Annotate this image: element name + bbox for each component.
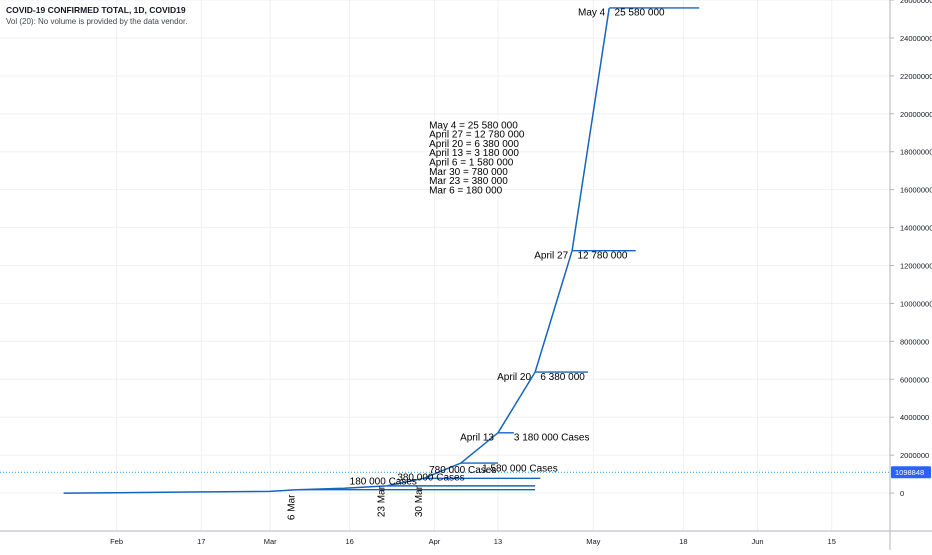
- volume-note: Vol (20): No volume is provided by the d…: [6, 17, 188, 26]
- summary-note-line: Mar 6 = 180 000: [429, 185, 503, 196]
- summary-note-line: Mar 30 = 780 000: [429, 167, 508, 178]
- summary-note-line: April 20 = 6 380 000: [429, 139, 519, 150]
- date-label: April 13: [460, 433, 494, 444]
- marker-value-label: 180 000 Cases: [350, 477, 417, 488]
- x-tick-label: Mar: [264, 537, 277, 546]
- grid-lines: [0, 0, 890, 531]
- y-tick-label: 12000000: [900, 262, 932, 271]
- x-tick-label: 13: [494, 537, 502, 546]
- y-tick-label: 16000000: [900, 186, 932, 195]
- y-tick-label: 4000000: [900, 413, 929, 422]
- y-tick-label: 24000000: [900, 34, 932, 43]
- marker-value-label: 12 780 000: [577, 250, 627, 261]
- date-label: April 27: [534, 250, 568, 261]
- case-markers: [0, 7, 890, 491]
- x-tick-label: Apr: [429, 537, 441, 546]
- series-line: [63, 7, 610, 494]
- chart-header: COVID-19 CONFIRMED TOTAL, 1D, COVID19 Vo…: [6, 4, 187, 28]
- y-tick-label: 26000000: [900, 0, 932, 5]
- marker-value-label: 780 000 Cases: [429, 465, 496, 476]
- x-tick-label: 15: [828, 537, 836, 546]
- x-tick-label: 18: [679, 537, 687, 546]
- marker-value-label: 380 000 Cases: [397, 473, 464, 484]
- y-tick-label: 10000000: [900, 299, 932, 308]
- chart-symbol-title: COVID-19 CONFIRMED TOTAL, 1D, COVID19: [6, 5, 186, 15]
- x-tick-label: May: [586, 537, 600, 546]
- y-tick-label: 22000000: [900, 72, 932, 81]
- x-tick-label: 16: [345, 537, 353, 546]
- vertical-date-label: 23 Mar: [377, 485, 388, 517]
- summary-note-line: Mar 23 = 380 000: [429, 176, 508, 187]
- y-tick-label: 20000000: [900, 110, 932, 119]
- y-tick-label: 14000000: [900, 224, 932, 233]
- marker-value-label: 3 180 000 Cases: [514, 433, 590, 444]
- x-tick-label: Feb: [110, 537, 123, 546]
- y-tick-label: 18000000: [900, 148, 932, 157]
- last-value-label: 1098848: [895, 468, 924, 477]
- series-lines: [63, 7, 610, 494]
- x-tick-label: 17: [197, 537, 205, 546]
- y-tick-label: 2000000: [900, 451, 929, 460]
- date-label: April 20: [497, 372, 531, 383]
- summary-note-line: April 27 = 12 780 000: [429, 130, 525, 141]
- summary-note-line: April 13 = 3 180 000: [429, 148, 519, 159]
- vertical-date-label: 30 Mar: [414, 485, 425, 517]
- vertical-date-label: 6 Mar: [287, 494, 298, 520]
- marker-value-label: 1 580 000 Cases: [482, 463, 558, 474]
- x-tick-label: Jun: [752, 537, 764, 546]
- y-tick-label: 6000000: [900, 375, 929, 384]
- last-value-badge: 1098848: [891, 466, 931, 479]
- summary-note-line: May 4 = 25 580 000: [429, 120, 518, 131]
- marker-value-label: 6 380 000: [540, 372, 585, 383]
- summary-note-line: April 6 = 1 580 000: [429, 158, 514, 169]
- y-tick-label: 8000000: [900, 337, 929, 346]
- marker-value-label: 25 580 000: [615, 8, 665, 19]
- last-value-badge-bg: [891, 466, 931, 479]
- y-tick-label: 0: [900, 489, 904, 498]
- date-label: May 4: [578, 8, 606, 19]
